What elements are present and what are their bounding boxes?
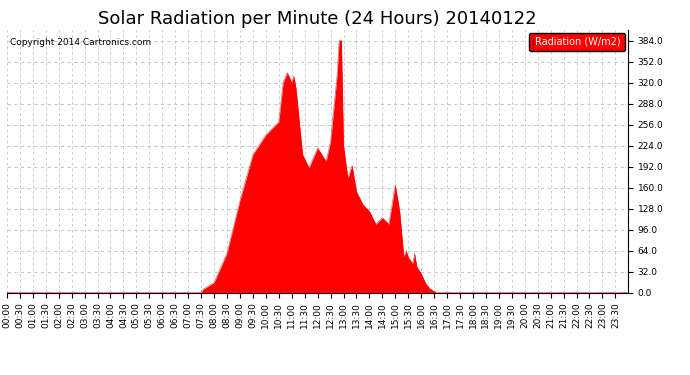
Title: Solar Radiation per Minute (24 Hours) 20140122: Solar Radiation per Minute (24 Hours) 20… — [98, 10, 537, 28]
Text: Copyright 2014 Cartronics.com: Copyright 2014 Cartronics.com — [10, 38, 151, 47]
Legend: Radiation (W/m2): Radiation (W/m2) — [529, 33, 625, 51]
